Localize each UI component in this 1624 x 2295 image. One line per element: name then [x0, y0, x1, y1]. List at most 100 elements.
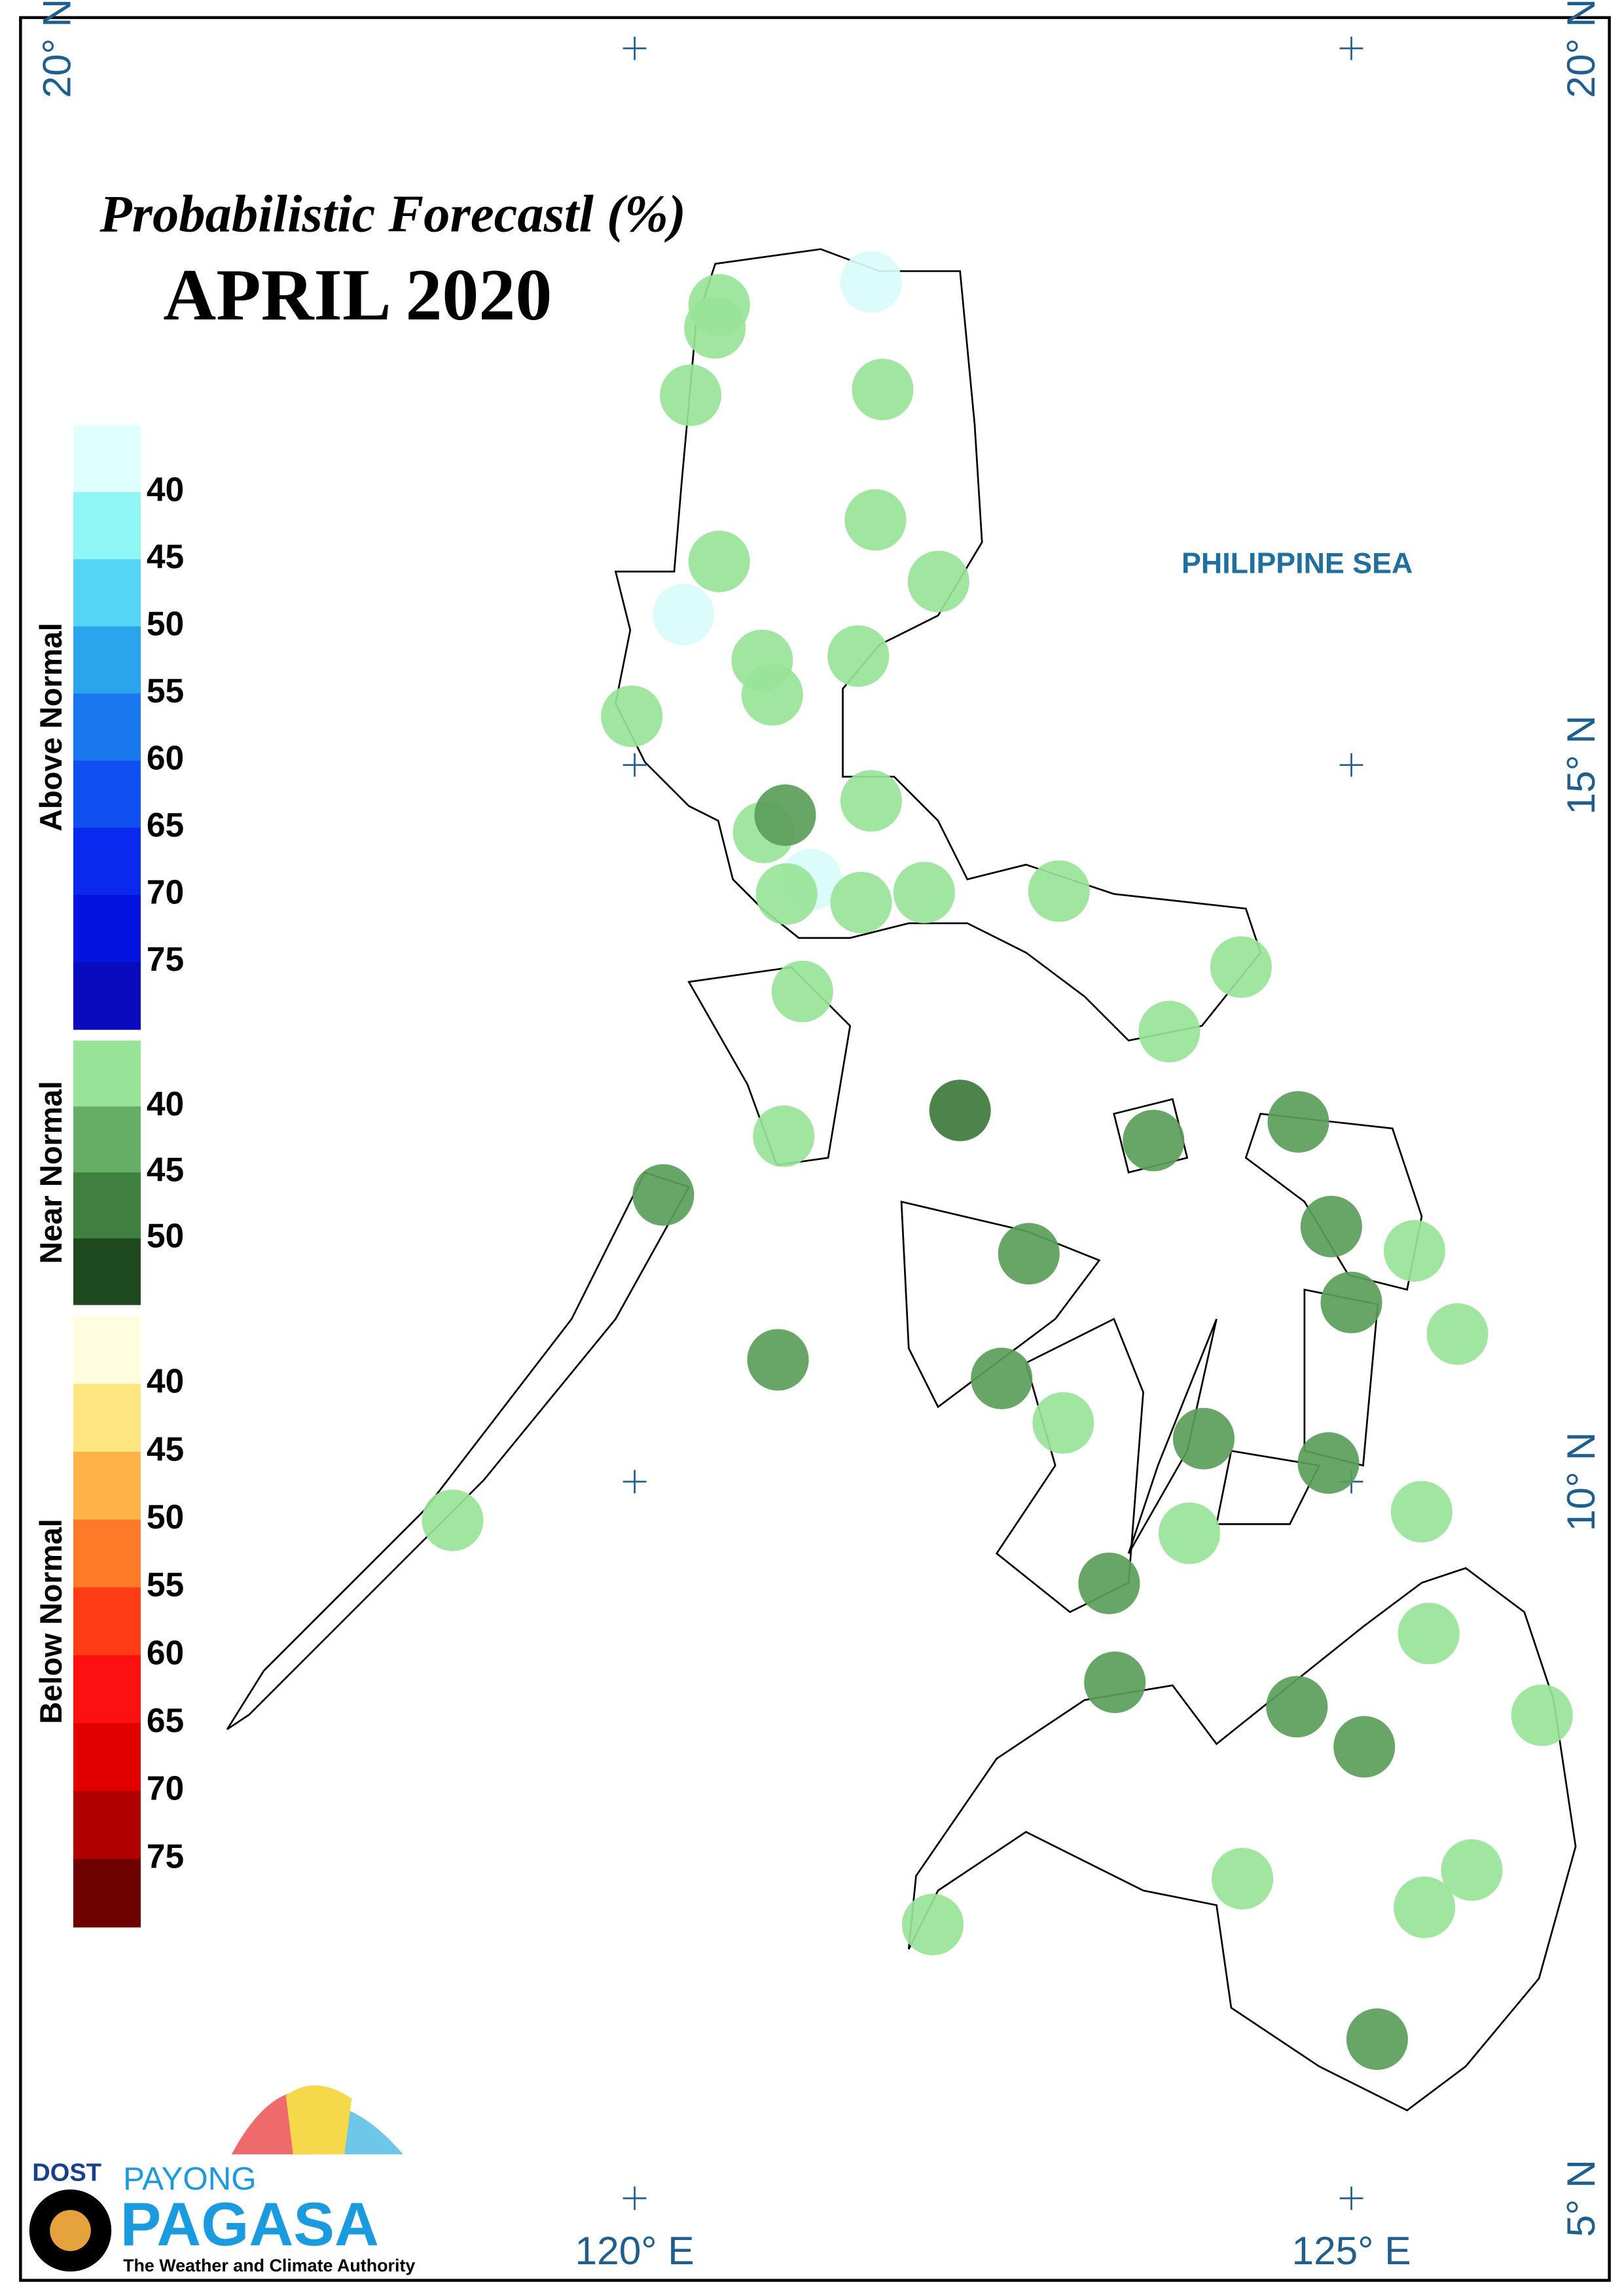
legend-group-name: Above Normal: [33, 623, 68, 831]
station: [840, 251, 902, 313]
legend-swatch: [73, 1723, 141, 1792]
legend-label: 40: [147, 1085, 184, 1123]
logo-art: [29, 2085, 403, 2272]
bohol: [1215, 1449, 1321, 1525]
pagasa-seal: [50, 2210, 91, 2251]
legend-swatch: [73, 1040, 141, 1108]
station: [998, 1223, 1060, 1285]
sea-label: PHILIPPINE SEA: [1182, 547, 1413, 579]
station: [1300, 1195, 1362, 1257]
subtitle: APRIL 2020: [163, 255, 552, 336]
station: [1267, 1091, 1329, 1153]
legend-label: 55: [147, 1566, 184, 1604]
legend-swatch: [73, 1858, 141, 1928]
legend-swatch: [73, 425, 141, 493]
station: [971, 1347, 1033, 1409]
lat-label: 20° N: [34, 0, 79, 98]
logo-tagline: The Weather and Climate Authority: [123, 2256, 415, 2275]
station: [1210, 936, 1272, 998]
lat-label: 10° N: [1559, 1432, 1603, 1532]
legend-swatch: [73, 1519, 141, 1589]
legend-group-name: Below Normal: [33, 1519, 68, 1724]
legend-swatch: [73, 1172, 141, 1239]
station: [747, 1329, 809, 1391]
station: [741, 664, 803, 726]
station: [1383, 1220, 1445, 1282]
station: [830, 871, 892, 933]
station: [755, 863, 818, 925]
legend-label: 60: [147, 1633, 184, 1671]
legend-swatch: [73, 1316, 141, 1385]
title: Probabilistic Forecastl (%): [99, 185, 685, 244]
lat-label: 5° N: [1559, 2159, 1603, 2237]
station: [601, 685, 663, 748]
station: [1266, 1676, 1328, 1738]
map-frame: [19, 16, 1611, 2282]
legend-swatch: [73, 559, 141, 627]
logo-brand: PAGASA: [120, 2190, 379, 2258]
station: [1346, 2008, 1408, 2070]
legend-label: 65: [147, 806, 184, 844]
station: [1123, 1110, 1185, 1172]
station: [688, 530, 750, 592]
legend-label: 75: [147, 940, 184, 978]
station: [1426, 1303, 1489, 1365]
logo-brand-top: PAYONG: [123, 2161, 256, 2197]
masbate: [1113, 1098, 1189, 1174]
station: [422, 1489, 484, 1551]
station: [1084, 1651, 1146, 1714]
legend-label: 50: [147, 1216, 184, 1254]
legend-swatch: [73, 1451, 141, 1521]
station: [1032, 1392, 1094, 1454]
legend-group-name: Near Normal: [33, 1081, 68, 1263]
palawan: [226, 1171, 691, 1730]
station: [1297, 1432, 1360, 1494]
legend-swatch: [73, 827, 141, 896]
legend-label: 40: [147, 470, 184, 508]
samar: [1244, 1113, 1423, 1291]
station: [1441, 1839, 1503, 1901]
station: [1398, 1602, 1460, 1665]
station: [1320, 1271, 1382, 1333]
legend-label: 75: [147, 1837, 184, 1875]
legend-swatch: [73, 1106, 141, 1174]
station: [1212, 1847, 1274, 1909]
legend-label: 65: [147, 1701, 184, 1739]
station: [659, 364, 721, 426]
station: [852, 358, 914, 421]
legend-swatch: [73, 1384, 141, 1453]
station: [684, 297, 746, 359]
station: [827, 625, 890, 687]
logo-agency: DOST: [32, 2159, 101, 2186]
station: [840, 770, 902, 832]
legend-label: 70: [147, 1769, 184, 1807]
station: [844, 489, 907, 551]
station: [1172, 1407, 1235, 1470]
station: [1138, 1000, 1200, 1062]
lon-label: 120° E: [575, 2228, 694, 2273]
legend-swatch: [73, 1655, 141, 1724]
legend-swatch: [73, 962, 141, 1030]
lon-label: 125° E: [1291, 2228, 1411, 2273]
station: [902, 1894, 964, 1956]
legend-label: 50: [147, 1498, 184, 1536]
station: [1028, 860, 1090, 922]
station: [1390, 1481, 1453, 1543]
legend-swatch: [73, 626, 141, 695]
station: [1159, 1502, 1221, 1564]
cebu: [1127, 1318, 1218, 1554]
station: [1511, 1684, 1573, 1746]
legend-swatch: [73, 1238, 141, 1305]
legend-label: 70: [147, 873, 184, 911]
legend-label: 55: [147, 672, 184, 710]
legend-label: 50: [147, 604, 184, 642]
station: [907, 551, 969, 613]
legend-swatch: [73, 760, 141, 829]
umbrella-panel: [285, 2085, 352, 2155]
legend-swatch: [73, 1791, 141, 1860]
legend-label: 40: [147, 1362, 184, 1400]
legend-label: 45: [147, 1151, 184, 1189]
station: [1078, 1552, 1140, 1614]
